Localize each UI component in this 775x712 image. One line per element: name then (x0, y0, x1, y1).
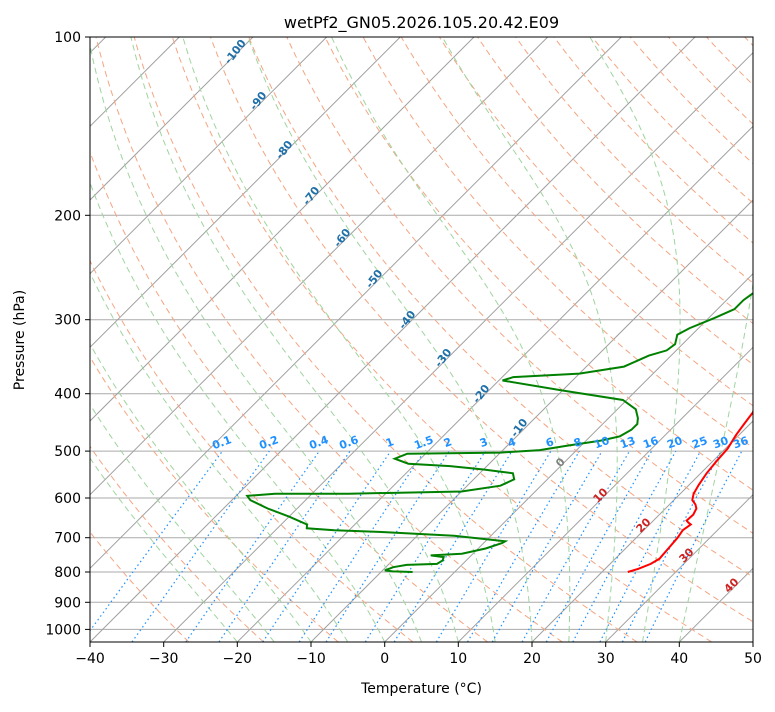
mixing-ratio-label: 0.1 (210, 433, 233, 452)
y-tick-label: 1000 (45, 622, 81, 638)
chart-title: wetPf2_GN05.2026.105.20.42.E09 (284, 13, 559, 33)
y-tick-label: 100 (54, 30, 81, 46)
mixing-ratio-line (573, 451, 676, 642)
dry-adiabat-label: -70 (300, 184, 323, 208)
moist-adiabat-line (131, 37, 458, 642)
dry-adiabat-line (134, 37, 637, 642)
mixing-ratio-label: 10 (592, 434, 611, 452)
isotherm-line (0, 37, 327, 642)
mixing-ratio-line (645, 451, 742, 642)
x-tick-label: −40 (75, 651, 105, 667)
dry-adiabat-label: -40 (396, 308, 419, 332)
isotherm-label: 40 (722, 575, 742, 595)
mixing-ratio-label: 0.2 (257, 433, 280, 452)
moist-adiabat-line (248, 37, 532, 642)
mixing-ratio-label: 1.5 (412, 433, 435, 452)
plot-area (0, 37, 775, 642)
isotherm-line (532, 37, 775, 642)
dry-adiabat-line (96, 37, 562, 642)
mixing-ratio-line (326, 451, 449, 642)
isotherm-line (0, 37, 400, 642)
dry-adiabat-line (0, 37, 189, 642)
y-axis-title: Pressure (hPa) (12, 290, 28, 390)
x-tick-label: −10 (296, 651, 326, 667)
isotherm-label: 30 (677, 545, 697, 565)
mixing-ratio-line (365, 451, 485, 642)
dry-adiabat-line (707, 37, 775, 642)
moist-adiabat-line (0, 37, 274, 642)
mixing-ratio-line (82, 451, 223, 642)
isotherm-line (0, 37, 474, 642)
moist-adiabat-line (0, 37, 311, 642)
x-tick-label: 30 (597, 651, 615, 667)
dry-adiabat-label: -80 (273, 138, 296, 162)
isotherm-label: 0 (553, 455, 568, 470)
x-tick-label: 0 (380, 651, 389, 667)
mixing-ratio-label: 3 (478, 435, 490, 450)
mixing-ratio-line (263, 451, 391, 642)
isotherm-line (0, 37, 253, 642)
isotherm-line (679, 37, 775, 642)
dry-adiabat-line (439, 37, 775, 642)
x-tick-label: 50 (744, 651, 762, 667)
dry-adiabat-line (516, 37, 775, 642)
moist-adiabat-line (22, 37, 348, 642)
dry-adiabat-line (0, 37, 338, 642)
dry-adiabat-line (554, 37, 775, 642)
mixing-ratio-label: 1 (384, 435, 396, 450)
mixing-ratio-label: 16 (641, 434, 660, 452)
mixing-ratio-label: 25 (690, 434, 709, 451)
isotherm-line (753, 37, 775, 642)
dry-adiabat-label: -50 (363, 267, 386, 291)
x-axis-title: Temperature (°C) (360, 681, 482, 697)
y-tick-label: 200 (54, 208, 81, 224)
y-tick-label: 600 (54, 491, 81, 507)
dry-adiabat-line (58, 37, 488, 642)
x-tick-label: 40 (670, 651, 688, 667)
isotherm-line (458, 37, 775, 642)
isotherm-line (164, 37, 769, 642)
x-tick-label: 10 (449, 651, 467, 667)
mixing-ratio-label: 20 (665, 434, 684, 452)
mixing-ratio-line (299, 451, 424, 642)
x-tick-label: 20 (523, 651, 541, 667)
x-tick-label: −20 (223, 651, 253, 667)
mixing-ratio-label: 0.4 (307, 433, 330, 452)
y-tick-label: 400 (54, 387, 81, 403)
isotherm-line (16, 37, 621, 642)
y-tick-label: 700 (54, 531, 81, 547)
moist-adiabat-line (183, 37, 495, 642)
mixing-ratio-line (132, 451, 269, 642)
dry-adiabat-label: -20 (470, 382, 493, 406)
dry-adiabat-label: -90 (247, 89, 270, 113)
mixing-ratio-line (219, 451, 350, 642)
isotherm-label: 20 (634, 515, 654, 535)
dry-adiabat-label: -60 (331, 226, 354, 250)
y-tick-label: 900 (54, 595, 81, 611)
dry-adiabat-line (745, 37, 775, 642)
moist-adiabat-line (0, 37, 237, 642)
x-tick-label: −30 (149, 651, 179, 667)
dry-adiabat-label: -100 (222, 37, 249, 67)
mixing-ratio-label: 2 (442, 435, 454, 450)
plot-frame (90, 37, 753, 642)
y-tick-label: 300 (54, 313, 81, 329)
y-tick-label: 800 (54, 565, 81, 581)
mixing-ratio-line (522, 451, 629, 642)
isotherm-line (385, 37, 775, 642)
isotherm-line (237, 37, 775, 642)
moist-adiabat-line (332, 37, 570, 642)
moist-adiabat-line (53, 37, 385, 642)
y-tick-label: 500 (54, 444, 81, 460)
dry-adiabat-line (0, 37, 264, 642)
